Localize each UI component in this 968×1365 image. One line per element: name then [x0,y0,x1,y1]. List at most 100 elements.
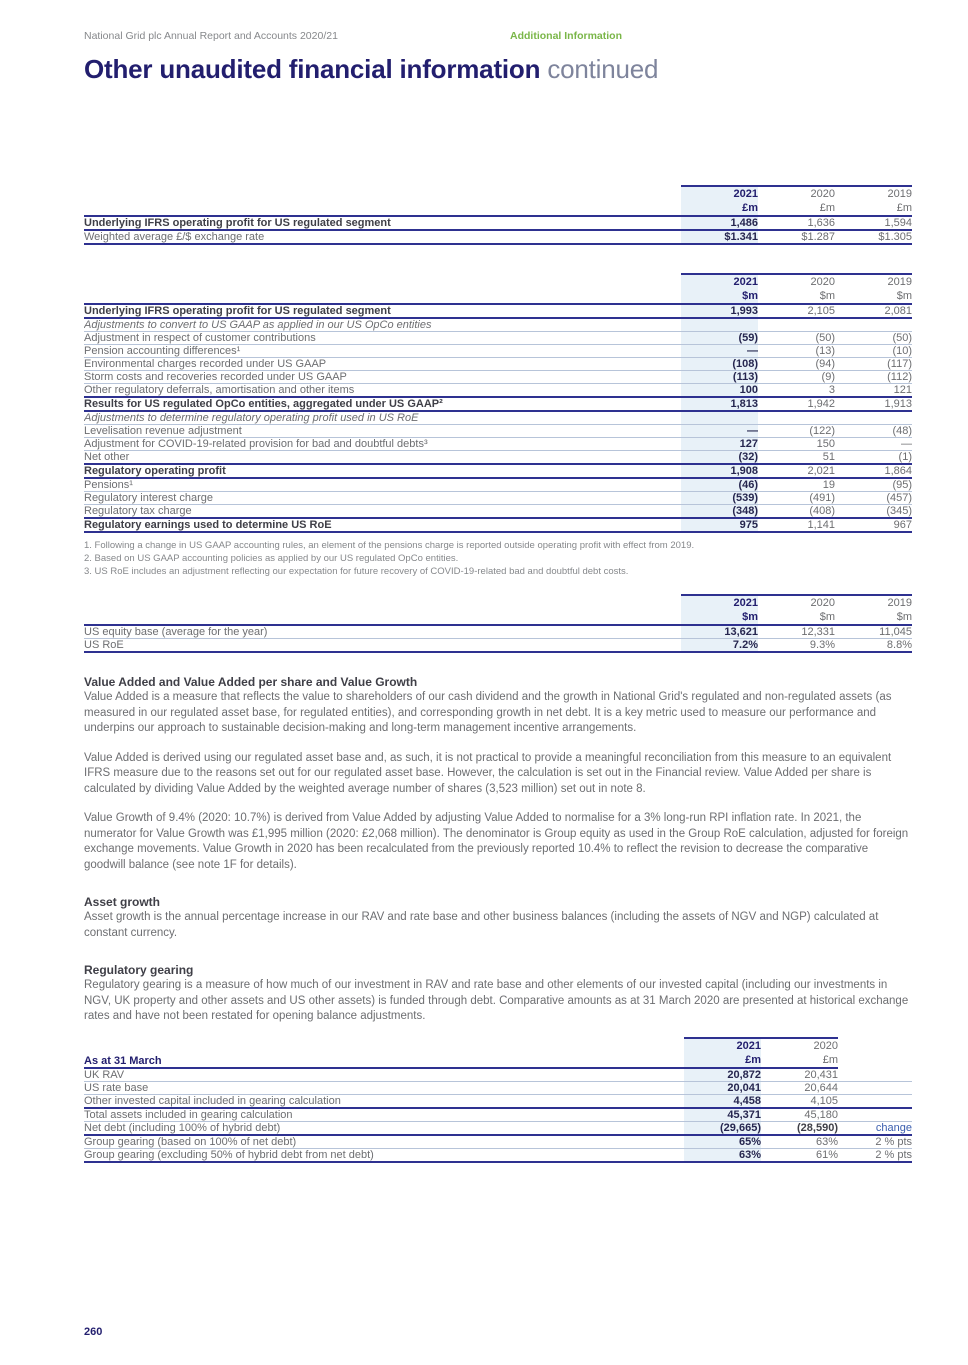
cell-value-2021: 7.2% [681,638,758,652]
asset-growth-paragraph: Asset growth is the annual percentage in… [84,911,879,939]
cell-value-2021: 127 [681,437,758,451]
cell-value-2021: 1,993 [681,304,758,318]
cell-value-2020: 63% [815,1135,838,1148]
table-row: Regulatory interest charge (539) (491) (457… [84,491,912,505]
table-row: Adjustment for COVID-19-related provisio… [84,437,912,451]
table-row: US equity base (average for the year) 13,… [84,625,912,639]
column-header-2019: 2019 $m [835,594,912,626]
us-roe-table: 2021 $m 2020 $m 2019 $m US equity base (averag… [84,594,912,653]
row-label: Other regulatory deferrals, amortisation… [84,384,355,396]
cell-value-2020: 2,105 [807,305,835,317]
cell-value-2019: (10) [892,345,912,357]
regulatory-gearing-heading: Regulatory gearing [84,963,194,977]
row-label: Pensions¹ [84,479,133,491]
cell-value-2019: (1) [898,451,912,463]
cell-value-2020: (13) [815,345,835,357]
table-row: Adjustments to determine regulatory oper… [84,411,912,425]
row-label: UK RAV [84,1068,125,1081]
row-label: Weighted average £/$ exchange rate [84,231,265,243]
row-label: Net debt (including 100% of hybrid debt) [84,1121,281,1134]
cell-value-2021: 20,872 [684,1067,761,1081]
row-label: Pension accounting differences¹ [84,345,241,357]
regulatory-gearing-table: As at 31 March 2021 £m 2020 £m UK RAV 20,872 20… [84,1036,912,1163]
cell-value-2020: 150 [816,438,835,450]
cell-value-2020 [758,318,835,332]
cell-value-2021: 65% [684,1134,761,1148]
cell-value-2019: (48) [892,425,912,437]
table-row: Net other (32) 51 (1) [84,450,912,464]
row-label: Regulatory tax charge [84,505,192,517]
us-gaap-reconciliation-table: 2021 $m 2020 $m 2019 $m Underlying IFRS operat… [84,273,912,533]
row-label: Underlying IFRS operating profit for US … [84,217,391,229]
footnotes: 1. Following a change in US GAAP account… [84,539,912,578]
cell-value-2020: (28,590) [797,1121,838,1134]
cell-value-2019: — [901,438,912,450]
cell-value-2021: 975 [681,518,758,532]
cell-value-change: 2 % pts [875,1148,912,1161]
value-added-paragraph-2: Value Added is derived using our regulat… [84,751,892,795]
cell-value-2020: 51 [822,451,835,463]
table-header-label: As at 31 March [84,1037,684,1069]
table-row: Regulatory operating profit 1,908 2,021 1,8… [84,464,912,478]
cell-value-2021: 63% [684,1148,761,1162]
column-header-2021: 2021 £m [681,185,758,217]
cell-value-2021 [681,411,758,425]
table-row: Other regulatory deferrals, amortisation… [84,383,912,397]
regulatory-gearing-section: Regulatory gearing Regulatory gearing is… [84,963,912,1025]
cell-value-2020: 3 [828,384,835,396]
cell-value-change [838,1081,912,1094]
row-label: Regulatory earnings used to determine US… [84,519,332,531]
row-label: US rate base [84,1081,149,1094]
cell-value-2020: 4,105 [810,1094,838,1107]
cell-value-2019: (457) [886,492,912,504]
row-label: Adjustment in respect of customer contri… [84,332,316,344]
row-label: Regulatory interest charge [84,492,214,504]
cell-value-2021 [681,318,758,332]
cell-value-2020 [758,411,835,425]
table-row: Regulatory tax charge (348) (408) (345) [84,504,912,518]
row-label: Underlying IFRS operating profit for US … [84,305,391,317]
cell-value-change [838,1108,912,1122]
table-header-label [84,595,681,626]
cell-value-2019: (345) [886,505,912,517]
column-header-2019: 2019 $m [835,273,912,305]
cell-value-2021: 1,813 [681,397,758,411]
cell-value-2019: 1,594 [884,217,912,229]
table-row: Underlying IFRS operating profit for US … [84,216,912,230]
cell-value-2021: 1,486 [681,216,758,230]
cell-value-2019: 121 [893,384,912,396]
table-row: Other invested capital included in geari… [84,1094,912,1108]
cell-value-2019: (112) [887,371,912,383]
row-label: Levelisation revenue adjustment [84,425,242,437]
financial-table: 2021 $m 2020 $m 2019 $m US equity base (averag… [84,594,912,653]
table-row: Total assets included in gearing calcula… [84,1107,912,1122]
cell-value-2019 [835,411,912,425]
row-label: Adjustments to convert to US GAAP as app… [84,319,432,331]
table-row: Pension accounting differences¹ — (13) (10) [84,344,912,358]
cell-value-2019: 11,045 [879,626,912,638]
row-label: Regulatory operating profit [84,465,226,477]
cell-value-2020: 12,331 [801,626,835,638]
cell-value-2019: 2,081 [884,305,912,317]
cell-value-2019: $1.305 [878,231,912,243]
cell-value-change [838,1068,912,1082]
table-header-label [84,186,681,217]
cell-value-2019 [835,318,912,332]
cell-value-2020: (94) [815,358,835,370]
asset-growth-section: Asset growth Asset growth is the annual … [84,895,912,941]
cell-value-2020: 61% [815,1148,838,1161]
page-number: 260 [84,1326,103,1338]
cell-value-2021: 20,041 [684,1081,761,1094]
table-header-label [84,274,681,305]
ifrs-operating-profit-gbp-table: 2021 £m 2020 £m 2019 £m Underlying IFRS operat… [84,185,912,245]
cell-value-2019: (95) [892,479,912,491]
table-row: Adjustment in respect of customer contri… [84,331,912,345]
cell-value-2020: (9) [821,371,835,383]
cell-value-2020: 20,644 [804,1081,838,1094]
cell-value-2020: 19 [822,479,835,491]
cell-value-2021: — [681,344,758,358]
cell-value-2021: (29,665) [684,1121,761,1135]
row-label: Net other [84,451,130,463]
column-header-2021: 2021 $m [681,273,758,305]
value-added-paragraph-3: Value Growth of 9.4% (2020: 10.7%) is de… [84,812,909,871]
